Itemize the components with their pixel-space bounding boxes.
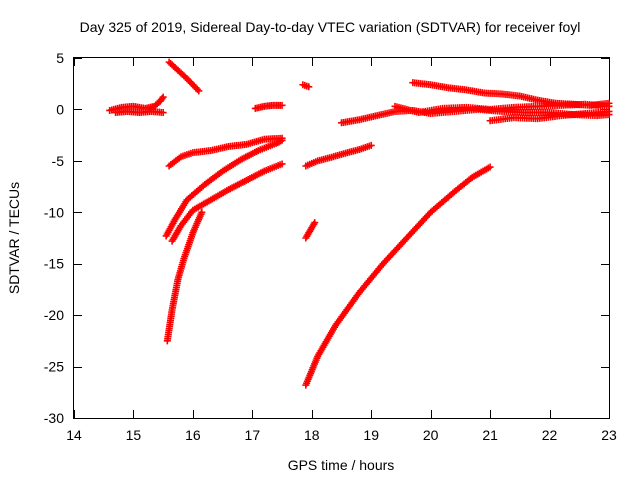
plot-frame [73, 57, 610, 419]
x-tick-label: 15 [126, 427, 142, 443]
data-series [486, 107, 613, 125]
data-point [486, 163, 494, 171]
data-series [112, 107, 167, 117]
x-tick-label: 21 [482, 427, 498, 443]
data-point [159, 93, 167, 101]
data-point [305, 83, 313, 91]
y-tick-label: -15 [44, 256, 64, 272]
x-tick-label: 17 [245, 427, 261, 443]
data-series [162, 136, 286, 240]
data-point [605, 107, 613, 115]
data-series [302, 219, 319, 242]
x-tick-label: 20 [423, 427, 439, 443]
data-point [278, 136, 286, 144]
y-axis-label: SDTVAR / TECUs [6, 182, 22, 294]
data-point [278, 101, 286, 109]
data-series [391, 100, 613, 117]
x-tick-label: 14 [66, 427, 82, 443]
data-series [251, 101, 286, 112]
y-tick-label: -5 [52, 153, 65, 169]
data-point [195, 87, 203, 95]
y-tick-label: 5 [56, 50, 64, 66]
data-series [299, 81, 313, 91]
data-series [165, 58, 203, 95]
data-point [278, 160, 286, 168]
x-tick-label: 22 [542, 427, 558, 443]
data-point [159, 109, 167, 117]
y-tick-label: -10 [44, 204, 64, 220]
data-series [168, 160, 286, 245]
y-tick-label: -30 [44, 410, 64, 426]
data-series [302, 141, 375, 170]
data-series [302, 163, 494, 389]
data-points [106, 58, 613, 389]
data-point [198, 208, 206, 216]
x-tick-label: 16 [185, 427, 201, 443]
data-point [311, 219, 319, 227]
y-tick-label: -25 [44, 359, 64, 375]
data-series [163, 208, 206, 345]
y-tick-label: -20 [44, 307, 64, 323]
data-point [158, 94, 166, 102]
chart-title: Day 325 of 2019, Sidereal Day-to-day VTE… [80, 19, 581, 35]
data-series [165, 134, 286, 170]
x-tick-label: 23 [601, 427, 617, 443]
x-tick-label: 18 [304, 427, 320, 443]
x-tick-label: 19 [363, 427, 379, 443]
data-point [367, 141, 375, 149]
x-axis-label: GPS time / hours [288, 457, 395, 473]
y-tick-label: 0 [56, 101, 64, 117]
axis-ticks: 14 15 16 17 18 19 20 21 22 23 5 0 -5 -10 -15 -20 -25 -30 [44, 50, 617, 443]
